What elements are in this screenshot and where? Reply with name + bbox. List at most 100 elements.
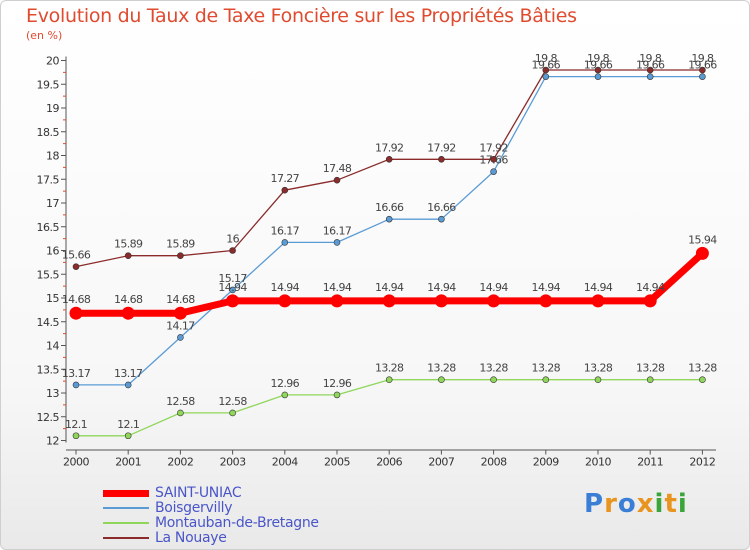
x-tick-label: 2008 <box>481 456 507 469</box>
unit-label: (en %) <box>26 29 63 42</box>
data-labels: 12.1 12.1 12.58 12.58 12.96 12.96 13.28 13.28 13… <box>62 52 718 431</box>
y-tick-label: 19 <box>46 102 59 115</box>
data-point <box>72 432 80 440</box>
data-label: 19.8 <box>535 52 558 65</box>
data-point <box>333 239 341 246</box>
data-point <box>487 294 501 308</box>
x-tick-label: 2012 <box>689 456 715 469</box>
data-label: 17.92 <box>427 141 456 154</box>
data-label: 16.66 <box>375 201 404 214</box>
data-label: 12.58 <box>166 395 195 408</box>
data-point <box>69 306 83 320</box>
y-tick-label: 19.5 <box>37 78 60 91</box>
legend-swatch-montauban <box>103 522 149 524</box>
data-point <box>490 168 497 175</box>
x-tick-label: 2004 <box>272 456 298 469</box>
series-line-boisgervilly <box>76 75 703 386</box>
data-point <box>643 294 657 308</box>
data-point <box>591 294 605 308</box>
data-point <box>385 215 393 223</box>
data-label: 14.68 <box>62 293 91 306</box>
data-label: 17.92 <box>479 141 508 154</box>
data-point <box>438 156 445 163</box>
data-label: 13.28 <box>688 362 717 375</box>
data-label: 13.28 <box>375 362 404 375</box>
data-label: 14.94 <box>218 281 247 294</box>
data-point <box>699 376 706 384</box>
data-label: 19.8 <box>587 52 610 65</box>
data-point <box>330 294 344 308</box>
data-point <box>385 156 393 163</box>
data-label: 14.68 <box>114 293 143 306</box>
legend-swatch-la-nouaye <box>103 537 149 539</box>
data-point <box>382 294 396 308</box>
data-point <box>699 73 706 80</box>
data-point <box>594 73 602 80</box>
data-point <box>434 294 448 308</box>
data-point <box>490 156 497 163</box>
data-point <box>226 294 240 308</box>
data-label: 12.1 <box>117 418 139 431</box>
data-point <box>438 376 445 384</box>
y-tick-label: 14.5 <box>37 316 60 329</box>
y-tick-label: 16.5 <box>37 221 60 234</box>
data-point <box>542 73 550 80</box>
x-tick-label: 2011 <box>637 456 663 469</box>
x-tick-label: 2007 <box>428 456 454 469</box>
x-tick-label: 2006 <box>376 456 402 469</box>
data-label: 14.94 <box>532 281 561 294</box>
data-label: 12.96 <box>271 377 300 390</box>
y-tick-label: 14 <box>46 340 59 353</box>
y-tick-label: 12.5 <box>37 411 60 424</box>
data-point <box>333 391 341 399</box>
data-label: 13.28 <box>427 362 456 375</box>
data-point <box>539 294 553 308</box>
data-point <box>229 247 236 254</box>
data-point <box>229 286 236 294</box>
data-label: 14.94 <box>479 281 508 294</box>
data-point <box>121 306 135 320</box>
x-tick-label: 2009 <box>533 456 559 469</box>
data-point <box>281 391 289 399</box>
y-tick-label: 17.5 <box>37 173 60 186</box>
proxiti-logo: Proxiti <box>584 489 688 519</box>
x-tick-label: 2005 <box>324 456 350 469</box>
data-point <box>72 381 80 389</box>
data-point <box>699 66 706 74</box>
data-point <box>278 294 292 308</box>
data-label: 19.66 <box>688 59 717 72</box>
y-tick-label: 13.5 <box>37 363 60 376</box>
data-point <box>695 246 709 260</box>
data-point <box>646 376 654 384</box>
data-point <box>229 409 236 417</box>
data-point <box>646 73 654 80</box>
data-label: 14.94 <box>375 281 404 294</box>
data-point <box>173 306 187 320</box>
y-tick-label: 18 <box>46 150 59 163</box>
x-tick-label: 2010 <box>585 456 611 469</box>
data-label: 15.94 <box>688 233 717 246</box>
y-tick-label: 16 <box>46 245 59 258</box>
data-label: 19.66 <box>584 59 613 72</box>
data-label: 16.17 <box>323 224 352 237</box>
legend-swatch-saint-uniac <box>103 490 149 497</box>
data-label: 13.28 <box>479 362 508 375</box>
data-point <box>124 252 132 260</box>
data-label: 13.28 <box>636 362 665 375</box>
data-label: 14.94 <box>427 281 456 294</box>
data-label: 17.27 <box>271 172 300 185</box>
data-label: 14.94 <box>323 281 352 294</box>
x-tick-label: 2002 <box>167 456 193 469</box>
data-label: 15.17 <box>218 272 247 285</box>
data-point <box>594 376 602 384</box>
y-tick-label: 18.5 <box>37 126 60 139</box>
data-label: 17.66 <box>479 154 508 167</box>
chart-title: Evolution du Taux de Taxe Foncière sur l… <box>26 5 577 27</box>
y-tick-label: 13 <box>46 387 59 400</box>
data-point <box>542 376 550 384</box>
legend-label: SAINT-UNIAC <box>155 485 242 501</box>
x-tick-label: 2001 <box>115 456 141 469</box>
data-label: 17.48 <box>323 162 352 175</box>
data-label: 15.89 <box>114 238 143 251</box>
legend-swatch-boisgervilly <box>103 507 149 509</box>
